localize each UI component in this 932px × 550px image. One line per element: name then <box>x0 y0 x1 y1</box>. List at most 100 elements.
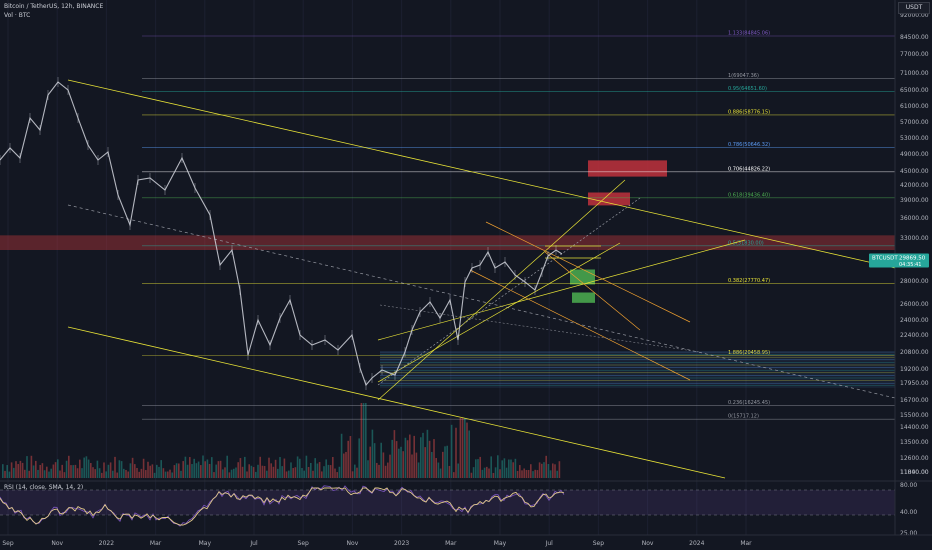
price-tick-label: 26000.00 <box>900 301 929 308</box>
volume-bar <box>409 434 411 478</box>
price-tick-label: 33000.00 <box>900 235 929 242</box>
volume-bar <box>479 456 481 478</box>
volume-bar <box>94 469 96 478</box>
volume-bar <box>490 456 492 478</box>
volume-bar <box>329 465 332 478</box>
volume-bar <box>406 440 409 478</box>
price-tick-label: 24000.00 <box>900 317 929 324</box>
volume-bar <box>215 464 217 478</box>
volume-bar <box>268 457 270 478</box>
currency-unit[interactable]: USDT <box>898 2 930 14</box>
fib-label: 1.133(84845.06) <box>728 30 770 36</box>
volume-bar <box>230 469 233 478</box>
volume-bar <box>54 462 57 478</box>
volume-bar <box>494 467 497 478</box>
volume-bar <box>404 437 407 478</box>
volume-bar <box>362 403 365 478</box>
price-tick-label: 11800.00 <box>900 469 929 476</box>
volume-bar <box>340 433 343 478</box>
volume-bar <box>52 464 55 478</box>
price-tick-label: 16700.00 <box>900 397 929 404</box>
volume-bar <box>543 462 545 478</box>
time-tick-label: Mar <box>150 540 162 547</box>
volume-bar <box>538 462 541 478</box>
volume-bar <box>252 467 255 478</box>
volume-bar <box>261 465 264 478</box>
time-tick-label: Mar <box>740 540 752 547</box>
volume-bar <box>21 462 24 478</box>
volume-bar <box>241 466 244 478</box>
volume-bar <box>378 464 380 478</box>
time-tick-label: Jul <box>545 540 554 547</box>
volume-bar <box>420 437 422 478</box>
volume-bar <box>235 467 237 478</box>
price-tick-label: 17950.00 <box>900 380 929 387</box>
volume-bar <box>488 468 490 478</box>
volume-bar <box>402 451 404 478</box>
volume-bar <box>301 468 303 478</box>
volume-bar <box>270 463 272 478</box>
volume-bar <box>24 469 26 478</box>
volume-bar <box>446 445 448 478</box>
volume-bar <box>558 461 561 478</box>
volume-bar <box>549 470 552 478</box>
price-tick-label: 65000.00 <box>900 87 929 94</box>
volume-bar <box>136 467 138 478</box>
volume-bar <box>189 457 191 478</box>
volume-bar <box>349 436 352 478</box>
volume-bar <box>532 471 534 478</box>
volume-bar <box>373 443 376 478</box>
rsi-title: RSI (14, close, SMA, 14, 2) <box>4 484 84 491</box>
trendline <box>485 221 691 323</box>
price-tick-label: 12600.00 <box>900 455 929 462</box>
price-tick-label: 71000.00 <box>900 70 929 77</box>
volume-bar <box>114 456 116 478</box>
volume-bar <box>131 457 134 478</box>
volume-bar <box>290 462 292 478</box>
volume-bar <box>325 459 327 478</box>
volume-bar <box>248 464 250 478</box>
volume-bar <box>76 468 79 478</box>
green-box-upper <box>570 269 595 285</box>
volume-bar <box>191 464 193 478</box>
volume-bar <box>435 457 437 478</box>
volume-bar <box>193 458 195 478</box>
volume-bar <box>211 457 213 478</box>
volume-bar <box>323 466 325 478</box>
volume-bar <box>224 467 226 478</box>
volume-bar <box>32 465 35 478</box>
volume-bar <box>556 470 558 478</box>
price-tick-label: 11040.00 <box>900 469 929 476</box>
volume-bar <box>233 468 235 478</box>
time-tick-label: 2022 <box>99 540 114 547</box>
volume-bar <box>140 468 143 478</box>
volume-bar <box>554 464 556 478</box>
volume-bar <box>153 472 156 478</box>
time-tick-label: Jul <box>249 540 258 547</box>
volume-bar <box>186 464 189 478</box>
volume-bar <box>470 472 473 478</box>
volume-bar <box>202 455 204 478</box>
volume-bar <box>120 461 123 478</box>
trendline <box>377 239 746 341</box>
volume-bar <box>129 463 132 478</box>
volume-bar <box>274 459 277 478</box>
volume-bar <box>299 458 301 478</box>
volume-bar <box>65 460 68 478</box>
volume-bar <box>468 430 470 478</box>
volume-bar <box>547 463 550 478</box>
volume-bar <box>358 438 360 478</box>
red-box-lower <box>588 192 630 206</box>
volume-bar <box>6 465 8 478</box>
volume-bar <box>516 470 519 478</box>
volume-bar <box>393 430 396 478</box>
price-series <box>0 77 563 390</box>
time-tick-label: Sep <box>593 540 605 547</box>
volume-bar <box>63 472 66 478</box>
volume-bar <box>219 460 222 478</box>
volume-bar <box>13 467 15 478</box>
volume-bar <box>244 456 246 478</box>
volume-bar <box>332 457 334 478</box>
price-tick-label: 39000.00 <box>900 197 929 204</box>
